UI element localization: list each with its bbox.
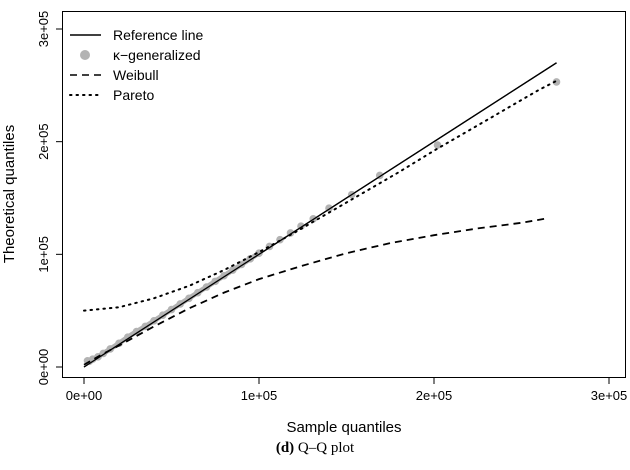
qq-plot: 0e+00 1e+05 2e+05 3e+05 0e+00 1e+05 2e+05 3e+0… [1, 11, 628, 436]
kappa-generalized-point [433, 141, 442, 149]
x-axis-label: Sample quantiles [286, 419, 401, 436]
x-axis: 0e+00 1e+05 2e+05 3e+05 [66, 377, 628, 403]
kappa-generalized-point [132, 327, 141, 336]
legend-label: Reference line [113, 27, 203, 43]
series-layer [83, 62, 561, 368]
figure-caption: (d) Q–Q plot [0, 440, 630, 457]
y-axis-label: Theoretical quantiles [1, 125, 18, 263]
y-tick-label: 0e+00 [36, 349, 51, 386]
x-tick-label: 3e+05 [591, 388, 628, 403]
pareto-line [83, 79, 558, 312]
legend-label: κ−generalized [113, 47, 201, 63]
x-tick-label: 2e+05 [416, 388, 453, 403]
legend-label: Weibull [113, 67, 159, 83]
x-tick-label: 1e+05 [241, 388, 278, 403]
y-tick-label: 1e+05 [36, 236, 51, 273]
x-tick-label: 0e+00 [66, 388, 103, 403]
weibull-line [83, 217, 548, 366]
kappa-generalized-point [552, 78, 561, 86]
y-tick-label: 2e+05 [36, 123, 51, 160]
y-axis: 0e+00 1e+05 2e+05 3e+05 [36, 11, 63, 386]
plot-frame [62, 11, 626, 378]
legend-label: Pareto [113, 87, 154, 103]
y-tick-label: 3e+05 [36, 11, 51, 48]
reference-line-overlay [83, 62, 557, 368]
caption-text: Q–Q plot [297, 440, 355, 456]
legend: Reference line κ−generalized Weibull Pareto [69, 27, 203, 103]
legend-symbol-kappa-generalized [80, 50, 90, 60]
caption-label: (d) [275, 440, 295, 456]
